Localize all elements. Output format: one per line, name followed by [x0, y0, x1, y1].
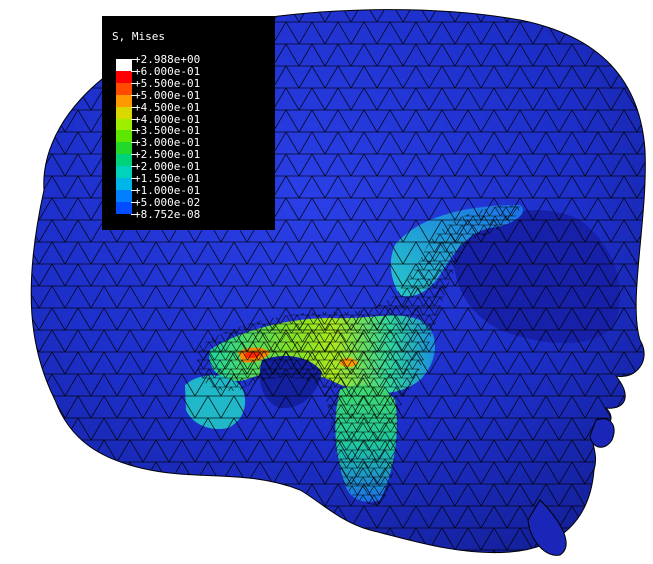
legend-label: +5.000e-02 [134, 195, 201, 209]
jaw-lower-edge [527, 499, 567, 556]
legend-swatch [116, 130, 132, 143]
legend-swatch [116, 178, 132, 191]
legend-tick [131, 154, 137, 156]
legend-label: +2.000e-01 [134, 160, 201, 174]
legend-tick [131, 189, 137, 191]
legend-title: S, Mises [112, 30, 165, 43]
legend-tick [131, 106, 137, 108]
legend-label: +2.500e-01 [134, 148, 201, 162]
legend-swatch [116, 70, 132, 84]
legend-swatch [116, 59, 132, 72]
legend-label: +5.000e-01 [134, 88, 201, 102]
legend-swatch [116, 154, 132, 167]
legend-label: +4.000e-01 [134, 112, 201, 126]
legend-tick [131, 178, 137, 179]
legend-label: +3.500e-01 [134, 124, 201, 138]
legend-tick [131, 59, 137, 60]
legend-swatch [116, 106, 132, 119]
legend-tick [131, 130, 137, 132]
legend-tick [131, 201, 137, 203]
stress-legend: S, Mises +2.988e+00 +6.000e-01 +5.500e-01 +… [102, 16, 275, 230]
legend-swatch [116, 201, 132, 215]
legend-label: +6.000e-01 [134, 64, 201, 78]
legend-tick [131, 118, 137, 120]
legend-tick [131, 142, 137, 144]
legend-label: +5.500e-01 [134, 76, 201, 90]
legend-tick [131, 82, 137, 84]
legend-tick [131, 70, 137, 72]
legend-swatch [116, 166, 132, 179]
legend-swatch [116, 189, 132, 203]
legend-label: +1.000e-01 [134, 183, 201, 197]
maxilla-fragment [589, 418, 615, 448]
legend-label: +4.500e-01 [134, 100, 201, 114]
legend-tick [131, 166, 137, 168]
fine-mesh-arch [197, 205, 521, 505]
legend-swatch [116, 94, 132, 108]
legend-label: +8.752e-08 [134, 207, 201, 221]
legend-label: +1.500e-01 [134, 172, 201, 185]
legend-label: +3.000e-01 [134, 136, 201, 150]
legend-swatch [116, 82, 132, 96]
legend-label: +2.988e+00 [134, 53, 201, 66]
legend-tick [131, 213, 137, 215]
legend-swatch [116, 142, 132, 155]
legend-swatch [116, 118, 132, 131]
legend-tick [131, 94, 137, 96]
